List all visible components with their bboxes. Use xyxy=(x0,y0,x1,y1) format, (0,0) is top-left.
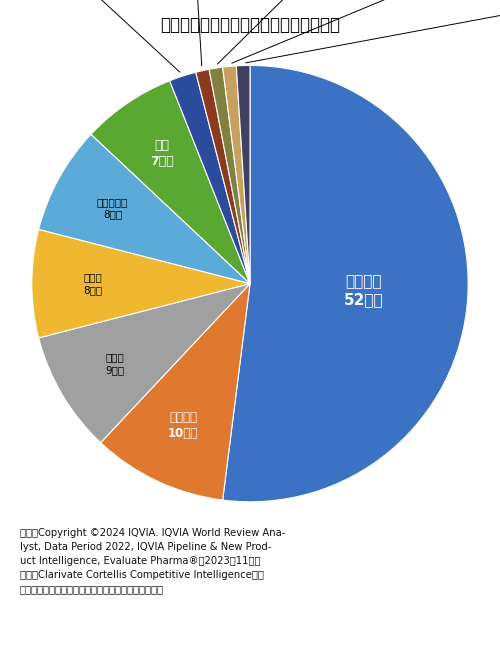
Wedge shape xyxy=(222,66,250,284)
Text: 日本
7品目: 日本 7品目 xyxy=(150,139,174,168)
Text: 図１　医薬品創出企業の国籍別医薬品数: 図１ 医薬品創出企業の国籍別医薬品数 xyxy=(160,16,340,35)
Wedge shape xyxy=(222,65,468,502)
Wedge shape xyxy=(38,134,250,284)
Text: デンマーク
8品目: デンマーク 8品目 xyxy=(96,197,128,219)
Wedge shape xyxy=(91,81,250,284)
Text: スウェーデン
1品目: スウェーデン 1品目 xyxy=(176,0,214,66)
Wedge shape xyxy=(32,230,250,338)
Wedge shape xyxy=(236,65,250,284)
Wedge shape xyxy=(196,69,250,284)
Text: ドイツ
8品目: ドイツ 8品目 xyxy=(84,273,102,295)
Text: イタリア
1品目: イタリア 1品目 xyxy=(246,0,500,63)
Text: ハンガリー
1品目: ハンガリー 1品目 xyxy=(218,0,331,64)
Text: アメリカ
52品目: アメリカ 52品目 xyxy=(344,274,383,308)
Text: 出所：Copyright ©2024 IQVIA. IQVIA World Review Ana-
lyst, Data Period 2022, IQVIA : 出所：Copyright ©2024 IQVIA. IQVIA World Re… xyxy=(20,528,285,594)
Wedge shape xyxy=(170,72,250,284)
Text: イギリス
10品目: イギリス 10品目 xyxy=(168,411,198,440)
Text: フランス
2品目: フランス 2品目 xyxy=(58,0,180,72)
Wedge shape xyxy=(100,284,250,500)
Text: スイス
9品目: スイス 9品目 xyxy=(105,352,124,375)
Wedge shape xyxy=(38,284,250,443)
Wedge shape xyxy=(209,67,250,284)
Text: ベルギー
1品目: ベルギー 1品目 xyxy=(232,0,432,63)
